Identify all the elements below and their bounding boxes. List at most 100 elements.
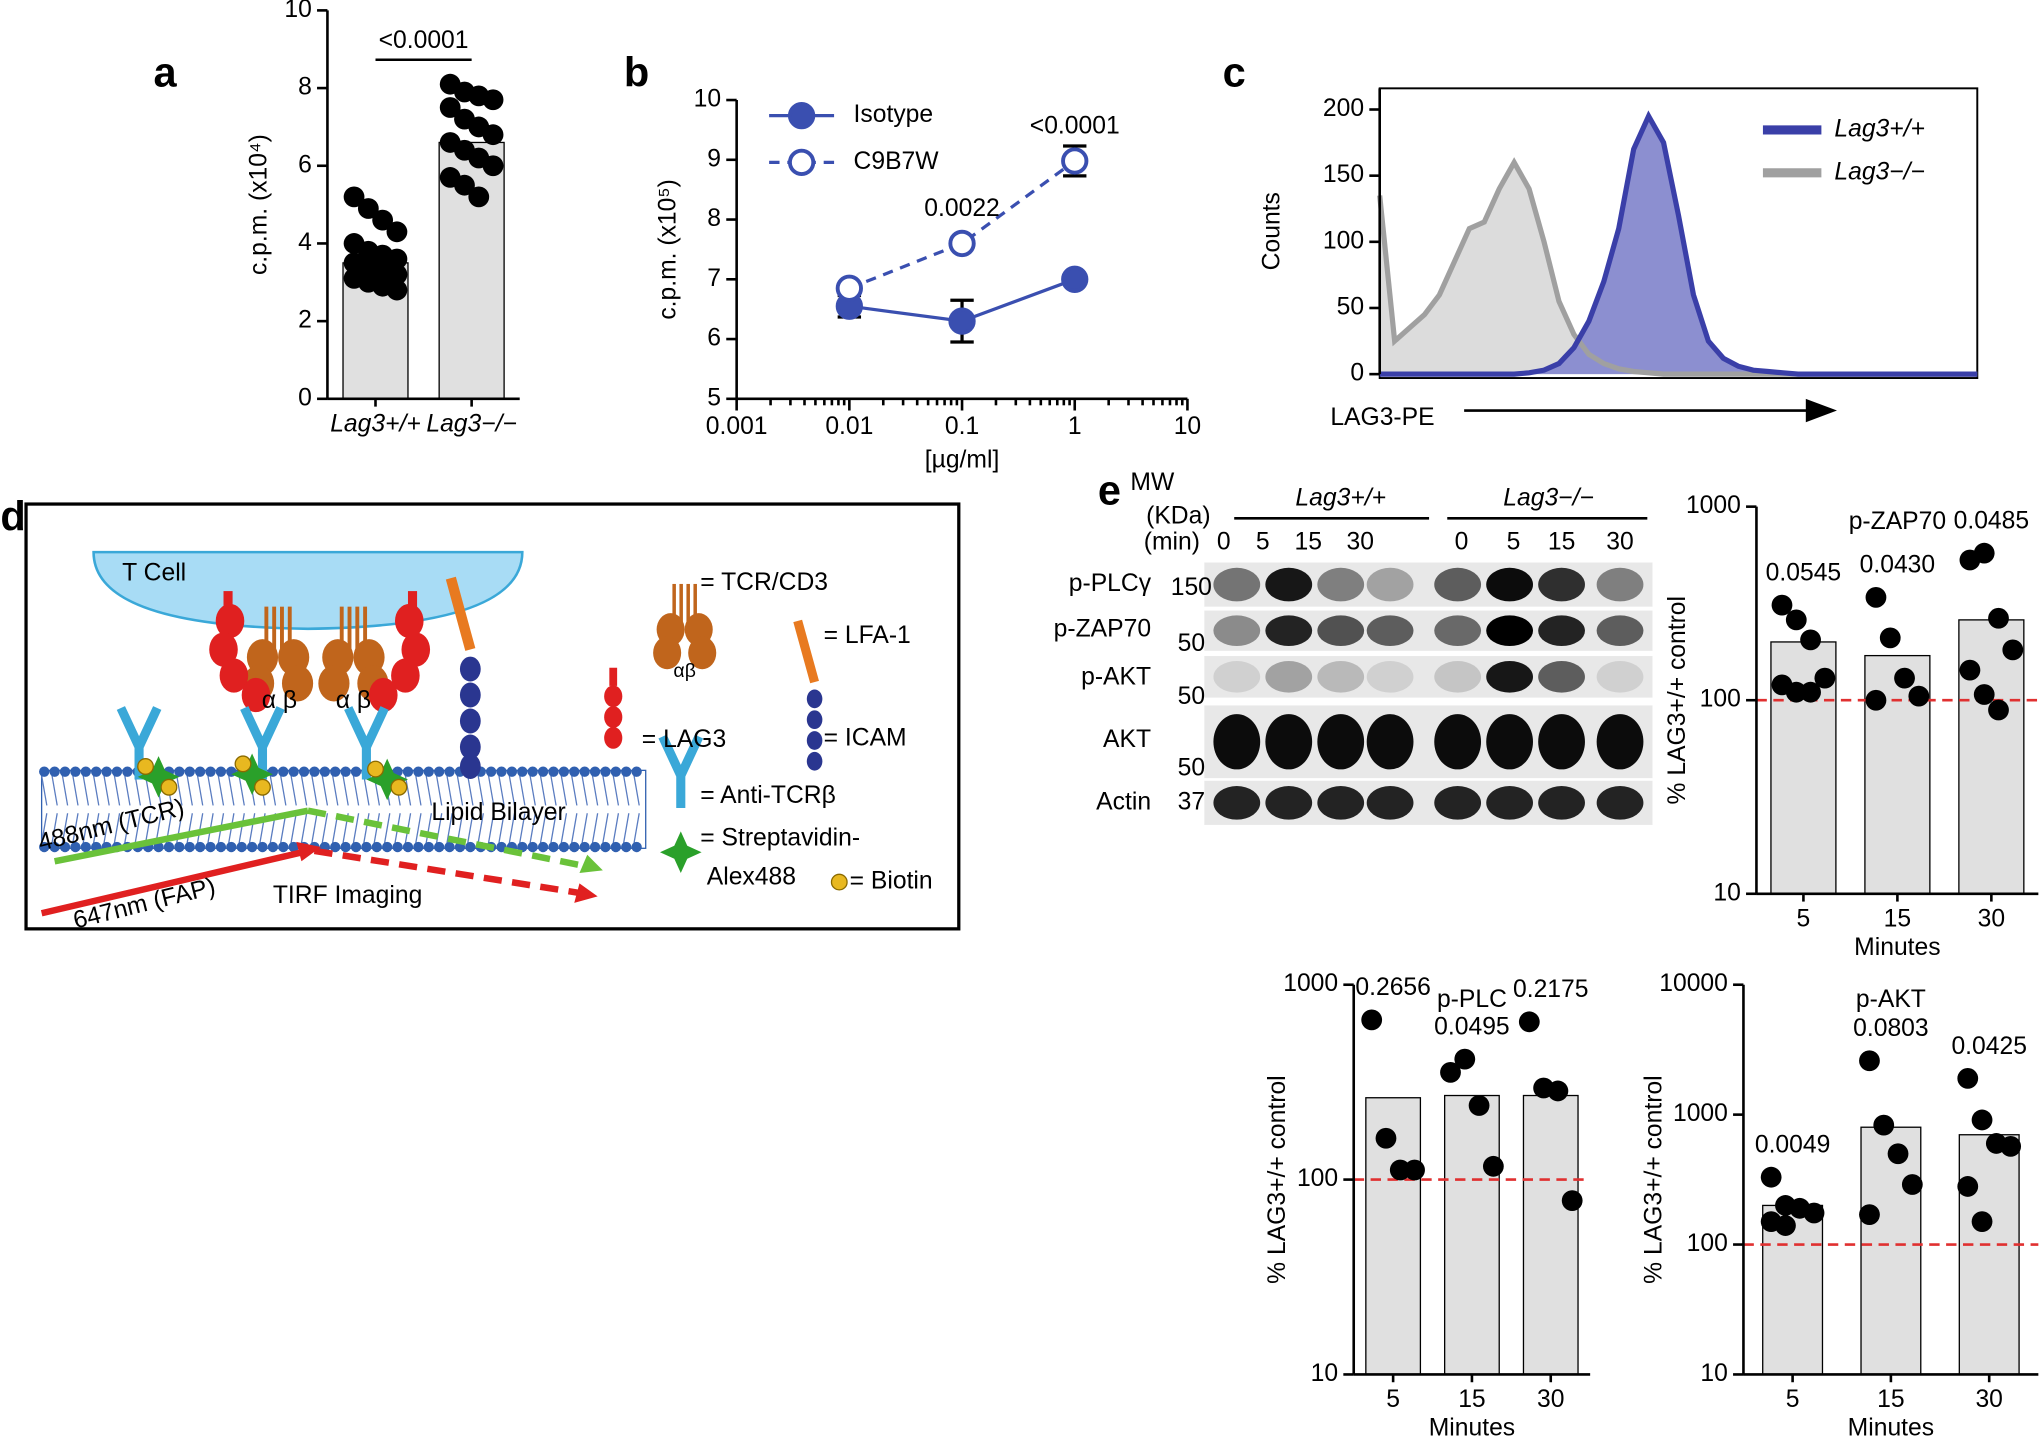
lipid-head <box>579 841 590 853</box>
legend-text: Lag3−/− <box>1834 158 1925 185</box>
area-fill <box>1379 116 1978 375</box>
data-point <box>1865 689 1887 711</box>
lipid-tail <box>40 775 48 806</box>
y-axis-label: % LAG3+/+ control <box>1641 1075 1668 1283</box>
lipid-head <box>80 766 91 777</box>
lipid-head <box>278 766 289 777</box>
lipid-tail <box>352 775 360 806</box>
band <box>1366 567 1414 602</box>
data-point <box>454 174 475 196</box>
lipid-tail <box>602 813 609 844</box>
lipid-head <box>340 841 351 853</box>
lipid-head <box>465 841 476 853</box>
lipid-head <box>330 766 341 777</box>
panel-label: c <box>1223 48 1246 95</box>
y-axis-label: c.p.m. (x10⁵) <box>655 179 682 319</box>
panel-label: a <box>153 48 177 95</box>
band <box>1265 615 1313 647</box>
tcr-domain <box>281 665 314 702</box>
lipid-tail <box>633 813 640 844</box>
series-line <box>1379 110 1978 377</box>
band <box>1213 567 1261 602</box>
band <box>1317 714 1365 770</box>
band <box>1486 786 1533 820</box>
lipid-tail <box>477 775 484 806</box>
area-fill <box>1379 162 1978 375</box>
band <box>1213 661 1261 693</box>
lipid-head <box>496 766 507 777</box>
lipid-head <box>122 766 133 777</box>
lipid-tail <box>622 813 630 844</box>
y-tick-label: 10 <box>1700 1360 1727 1387</box>
lipid-head <box>589 841 601 853</box>
data-point <box>1803 1202 1825 1224</box>
data-point <box>1973 684 1995 705</box>
band <box>1213 615 1261 647</box>
lipid-tail <box>113 813 121 844</box>
lipid-head <box>433 766 445 777</box>
lag3 <box>401 632 431 667</box>
x-tick-label: 5 <box>1786 1386 1800 1413</box>
p-value: 0.0049 <box>1755 1132 1830 1159</box>
lipid-head <box>288 766 299 777</box>
lag3-tip <box>609 667 618 686</box>
lipid-tail <box>124 775 131 806</box>
lipid-tail <box>72 813 79 844</box>
band <box>1265 786 1313 820</box>
marker <box>1061 147 1089 175</box>
lipid-tail <box>280 775 287 806</box>
lipid-head <box>319 766 331 777</box>
lipid-tail <box>498 813 505 844</box>
lipid-head <box>423 841 434 853</box>
lipid-tail <box>311 775 318 806</box>
y-axis-label: % LAG3+/+ control <box>1264 1075 1291 1283</box>
band <box>1486 567 1533 602</box>
y-tick-label: 1000 <box>1283 970 1338 997</box>
mw-label: 50 <box>1178 683 1205 710</box>
lipid-head <box>413 766 424 777</box>
lipid-tail <box>92 775 100 806</box>
marker <box>948 307 976 335</box>
lipid-head <box>90 766 102 777</box>
lipid-head <box>257 841 268 853</box>
lipid-tail <box>352 813 360 844</box>
lipid-head <box>330 841 341 853</box>
data-point <box>2002 639 2024 661</box>
bar <box>1444 1094 1500 1376</box>
bar <box>1958 1134 2020 1376</box>
lipid-tail <box>539 775 547 806</box>
lipid-head <box>205 841 216 853</box>
lipid-tail <box>487 813 495 844</box>
lipid-tail <box>529 813 536 844</box>
data-point <box>1561 1190 1583 1212</box>
legend-text: = LFA-1 <box>824 622 911 649</box>
x-tick-label: 15 <box>1884 905 1911 932</box>
p-value: 0.0022 <box>924 195 999 222</box>
lipid-head <box>340 766 351 777</box>
cell-label: T Cell <box>122 560 186 587</box>
lipid-tail <box>467 775 474 806</box>
lipid-tail <box>207 775 214 806</box>
lipid-head <box>631 841 642 853</box>
lipid-head <box>548 841 559 853</box>
p-value: 0.0425 <box>1951 1033 2026 1060</box>
arrow-head <box>1805 398 1837 423</box>
lipid-tail <box>40 813 48 844</box>
lipid-head <box>600 841 611 853</box>
lipid-tail <box>144 813 152 844</box>
x-tick-label: Lag3+/+ <box>330 410 421 437</box>
y-tick-label: 9 <box>707 145 721 172</box>
p-value: 0.0485 <box>1954 508 2029 535</box>
icam <box>459 682 481 708</box>
lipid-tail <box>560 775 568 806</box>
data-point <box>1771 594 1793 616</box>
data-point <box>1887 1143 1909 1165</box>
biotin <box>390 778 408 796</box>
tcr-domain <box>688 636 717 670</box>
lipid-tail <box>446 813 453 844</box>
lipid-head <box>267 841 279 853</box>
lipid-tail <box>633 775 640 806</box>
lipid-head <box>392 841 403 853</box>
y-tick-label: 10000 <box>1659 970 1728 997</box>
lipid-tail <box>529 775 536 806</box>
